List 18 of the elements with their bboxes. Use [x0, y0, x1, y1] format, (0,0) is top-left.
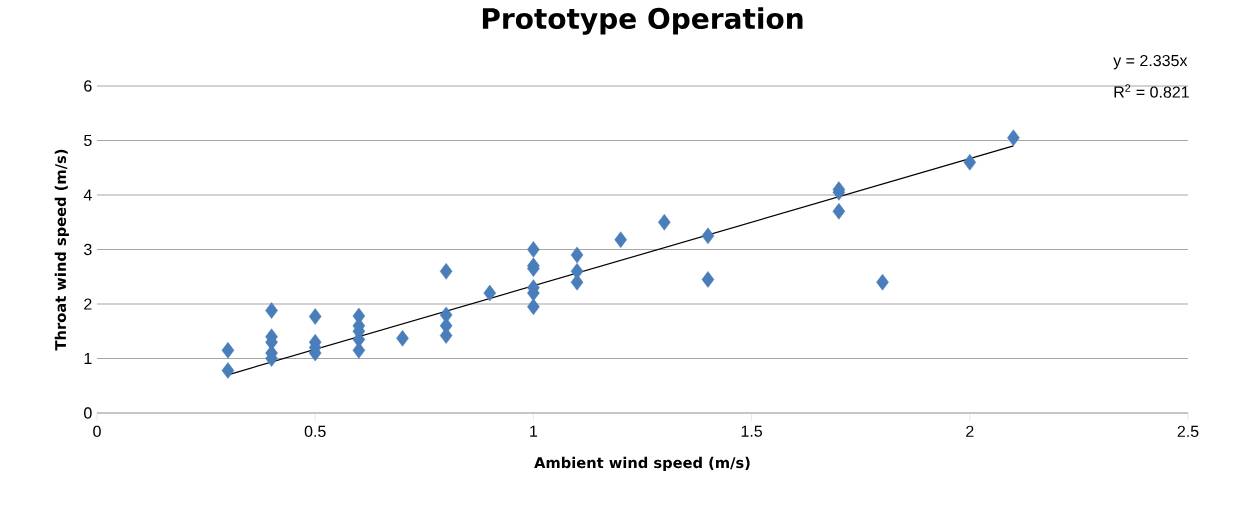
- y-tick-label: 6: [84, 80, 92, 92]
- text: y = 2.335x: [1113, 54, 1188, 70]
- chart-title: Prototype Operation: [482, 7, 803, 35]
- x-tick-label: 0.5: [304, 425, 326, 438]
- y-tick-label: 2: [84, 298, 92, 310]
- x-tick-label: 1: [530, 425, 538, 437]
- x-axis-title: Ambient wind speed (m/s): [534, 456, 750, 472]
- x-tick-label: 2.5: [1177, 425, 1199, 438]
- x-tick-label: 1.5: [741, 425, 763, 437]
- y-axis-title: Throat wind speed (m/s): [54, 149, 69, 351]
- y-tick-label: 5: [84, 134, 92, 147]
- y-tick-label: 3: [84, 243, 92, 256]
- y-tick-label: 1: [84, 352, 92, 364]
- y-tick-label: 0: [84, 407, 92, 419]
- x-tick-label: 2: [966, 425, 974, 437]
- y-tick-label: 4: [83, 189, 92, 201]
- x-tick-label: 0: [93, 425, 101, 438]
- annotation: R$^{2}$ = 0.821: [1114, 84, 1189, 98]
